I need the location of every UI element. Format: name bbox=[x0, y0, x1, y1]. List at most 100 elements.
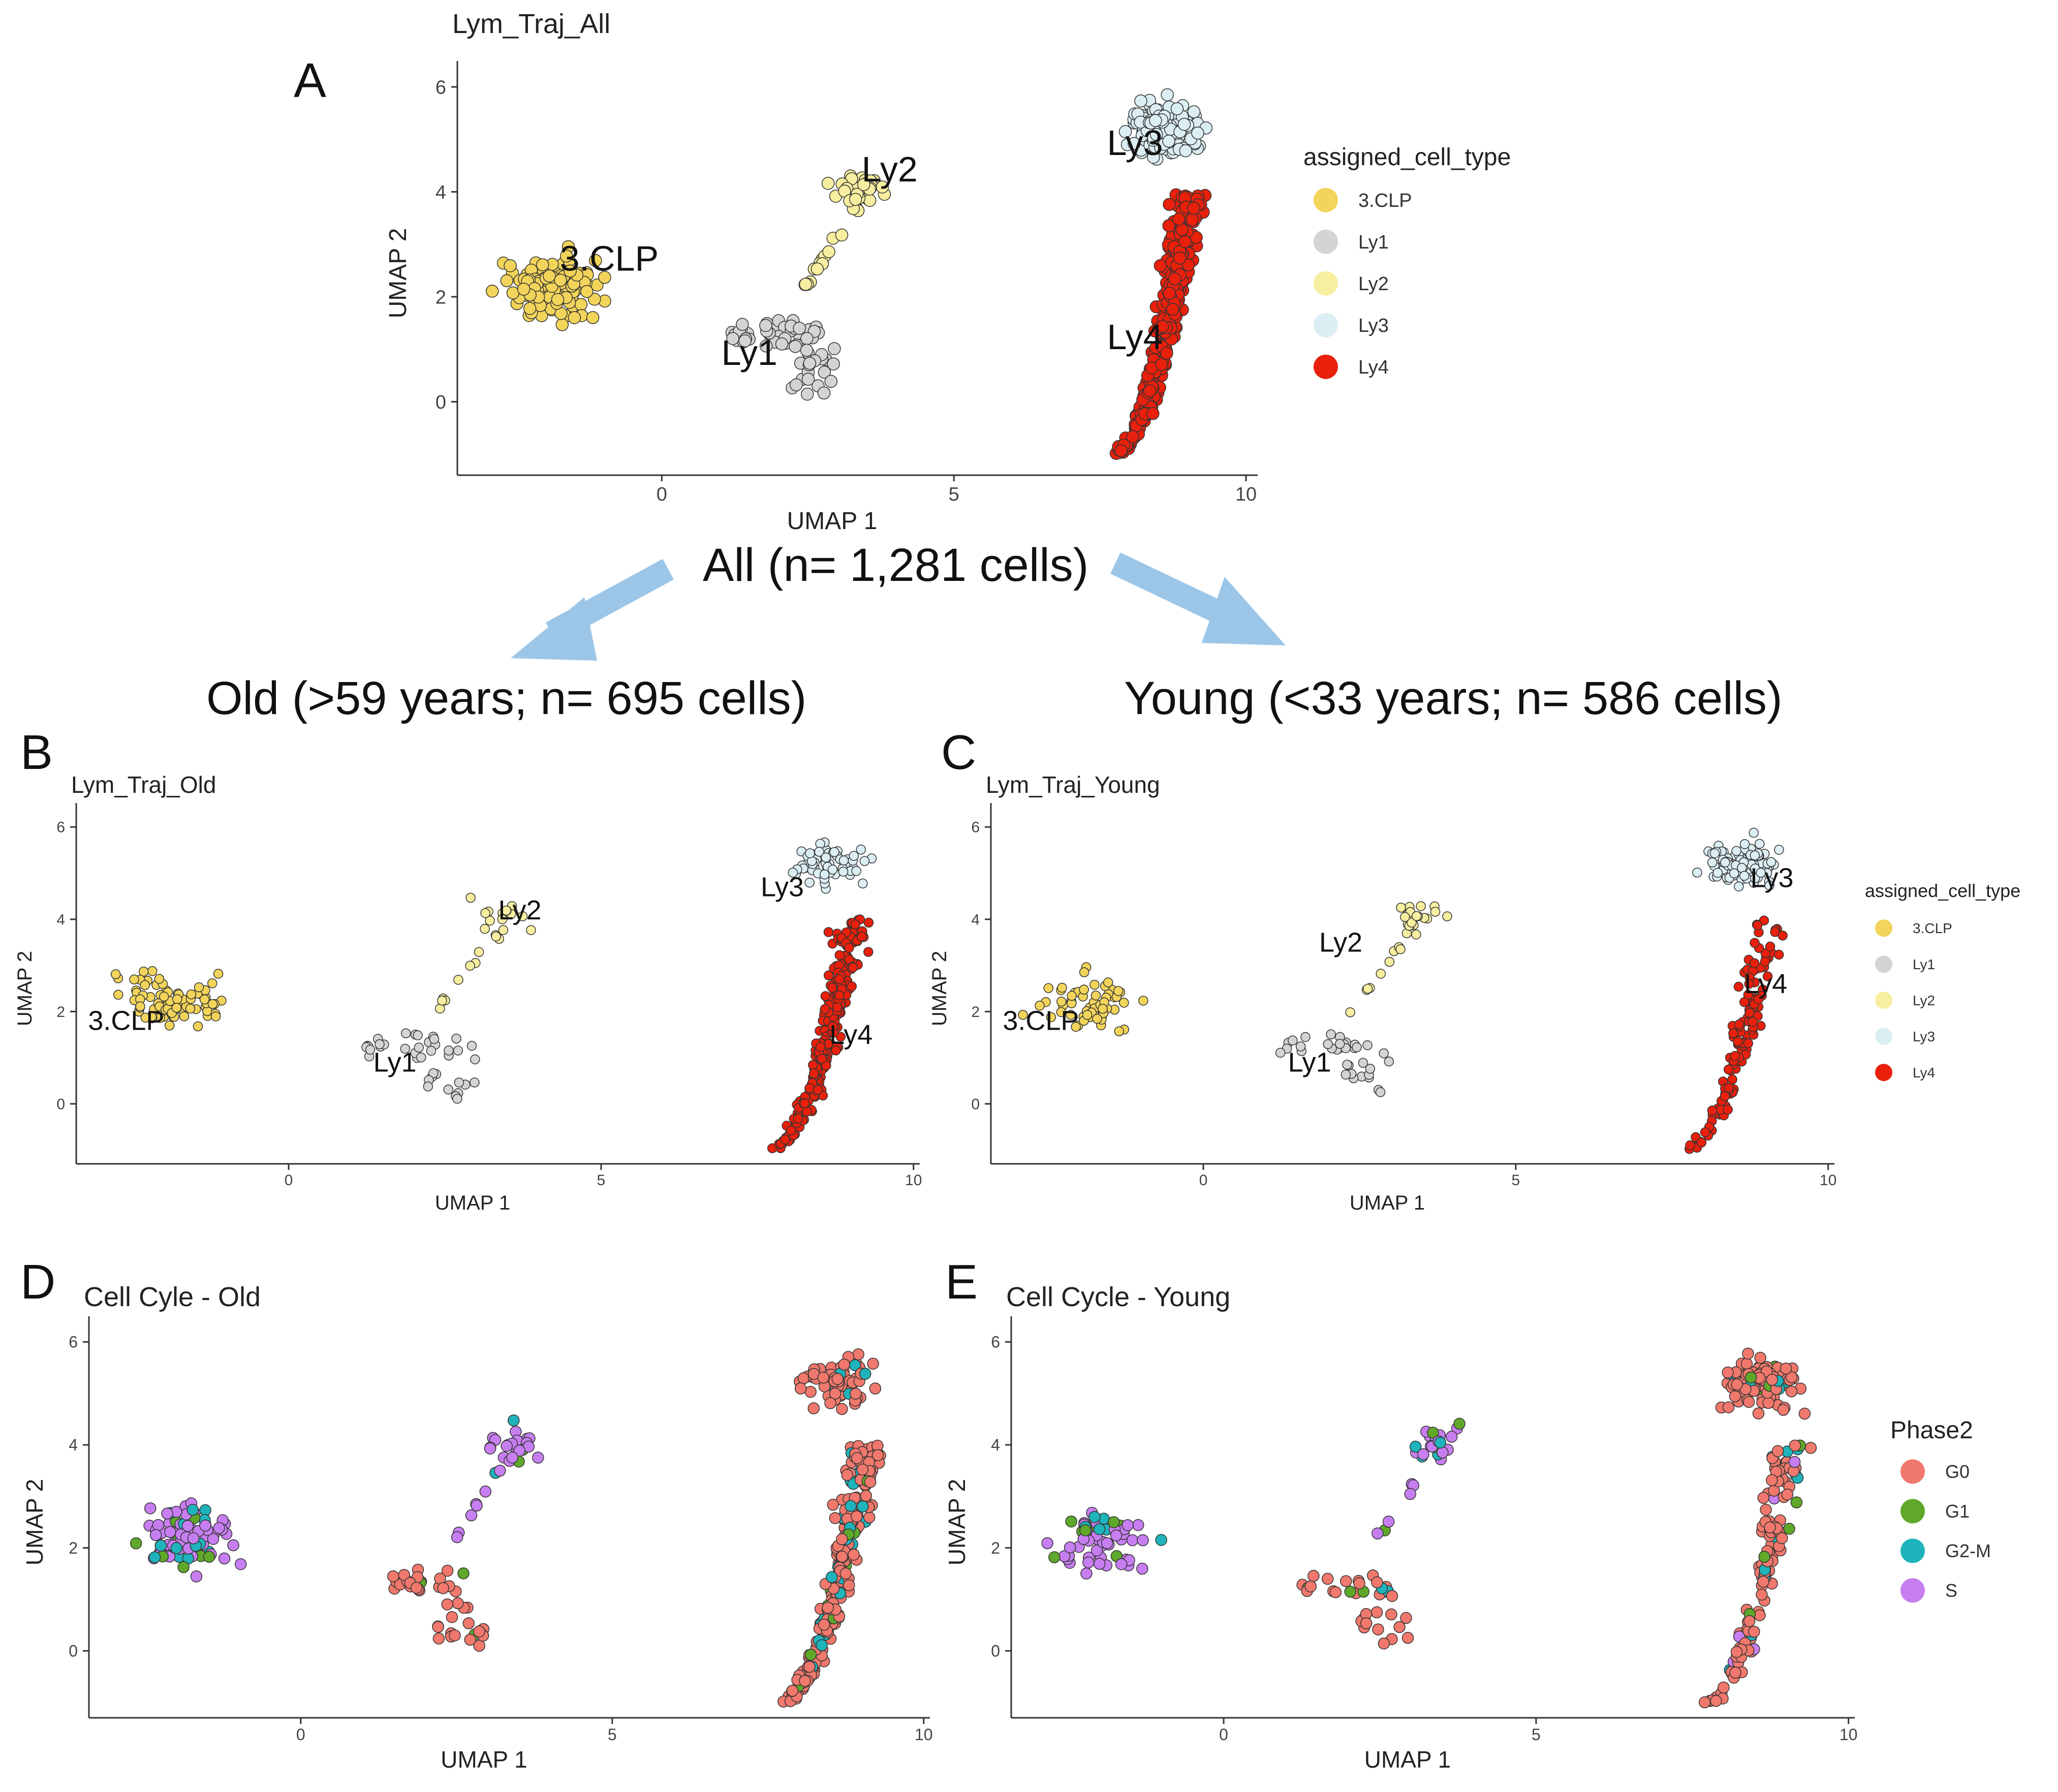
point-3clp bbox=[179, 1011, 190, 1022]
point-3clp bbox=[194, 982, 204, 993]
legend-swatch bbox=[1900, 1499, 1925, 1524]
point-ly1 bbox=[800, 344, 814, 357]
point-ly4 bbox=[1143, 384, 1157, 397]
point-ly3 bbox=[1162, 134, 1175, 148]
point-ly4 bbox=[1153, 259, 1167, 272]
point-3clp bbox=[159, 992, 169, 1002]
point-3clp bbox=[135, 1001, 145, 1011]
point-ly4 bbox=[1181, 258, 1195, 272]
point-ly1 bbox=[736, 318, 749, 331]
point-ly2 bbox=[835, 228, 849, 242]
point-ly3 bbox=[1179, 144, 1193, 158]
point-ly4 bbox=[1162, 219, 1175, 232]
legend-swatch bbox=[1900, 1538, 1925, 1563]
point-ly2 bbox=[821, 177, 835, 190]
point-3clp bbox=[186, 989, 197, 1000]
point-3clp bbox=[536, 258, 549, 271]
point-ly3 bbox=[1118, 125, 1132, 138]
legend-swatch bbox=[1900, 1578, 1925, 1603]
y-tick-label: 4 bbox=[56, 911, 65, 928]
x-tick-label: 10 bbox=[1235, 484, 1257, 505]
point-ly2 bbox=[849, 193, 862, 206]
point-ly4 bbox=[1190, 231, 1203, 244]
point-ly1 bbox=[818, 365, 831, 379]
point-3clp bbox=[213, 969, 224, 979]
point-ly1 bbox=[793, 322, 806, 335]
point-3clp bbox=[129, 974, 139, 984]
y-tick-label: 6 bbox=[435, 77, 446, 98]
point-ly4 bbox=[1156, 320, 1169, 333]
arrow-left bbox=[511, 559, 674, 661]
point-3clp bbox=[113, 990, 123, 1000]
point-ly1 bbox=[726, 332, 739, 345]
x-tick-label: 5 bbox=[949, 484, 959, 505]
plot-title: Lym_Traj_All bbox=[452, 9, 610, 39]
panel-label-e: E bbox=[945, 1255, 978, 1309]
point-3clp bbox=[517, 283, 531, 296]
legend-label: S bbox=[1945, 1580, 1957, 1601]
x-axis-label: UMAP 1 bbox=[435, 1192, 510, 1214]
point-ly4 bbox=[1172, 212, 1186, 226]
cluster-label-ly1: Ly1 bbox=[722, 333, 777, 373]
point-ly1 bbox=[775, 337, 789, 351]
point-ly1 bbox=[738, 334, 752, 348]
point-3clp bbox=[589, 254, 602, 267]
young-caption: Young (<33 years; n= 586 cells) bbox=[1124, 672, 1783, 724]
point-ly1 bbox=[800, 387, 814, 401]
point-ly2 bbox=[857, 178, 870, 191]
arrow-right bbox=[1110, 552, 1286, 645]
point-3clp bbox=[207, 978, 217, 988]
cluster-label-ly4: Ly4 bbox=[1107, 317, 1163, 357]
point-3clp bbox=[580, 285, 594, 298]
point-ly4 bbox=[1178, 235, 1192, 249]
point-ly3 bbox=[1191, 126, 1204, 140]
point-ly1 bbox=[803, 357, 817, 370]
panel-label-a: A bbox=[294, 53, 327, 108]
point-ly4 bbox=[1166, 302, 1179, 316]
point-3clp bbox=[110, 969, 121, 979]
point-ly4 bbox=[1155, 358, 1168, 371]
legend-label: G1 bbox=[1945, 1501, 1970, 1522]
point-ly1 bbox=[759, 339, 773, 353]
point-ly3 bbox=[1128, 137, 1141, 150]
point-3clp bbox=[543, 269, 556, 283]
point-ly4 bbox=[1126, 430, 1139, 444]
y-tick-label: 6 bbox=[56, 819, 65, 836]
panel-label-c: C bbox=[941, 725, 977, 780]
y-axis-label: UMAP 2 bbox=[385, 228, 412, 319]
y-tick-label: 0 bbox=[435, 392, 446, 413]
point-3clp bbox=[193, 1021, 203, 1032]
point-ly4 bbox=[1114, 444, 1128, 457]
point-ly3 bbox=[1177, 117, 1191, 131]
point-ly1 bbox=[828, 342, 841, 355]
point-ly3 bbox=[1170, 102, 1184, 115]
y-tick-label: 2 bbox=[56, 1004, 65, 1021]
point-3clp bbox=[164, 1021, 175, 1031]
panel-label-b: B bbox=[20, 725, 53, 780]
cluster-label-ly2: Ly2 bbox=[862, 149, 918, 189]
point-3clp bbox=[210, 1011, 221, 1022]
point-3clp bbox=[586, 311, 600, 324]
point-ly4 bbox=[1160, 347, 1173, 360]
all-caption: All (n= 1,281 cells) bbox=[703, 539, 1089, 591]
y-tick-label: 2 bbox=[435, 287, 446, 308]
point-3clp bbox=[500, 274, 514, 288]
point-3clp bbox=[140, 980, 150, 991]
point-ly4 bbox=[1173, 252, 1187, 265]
point-3clp bbox=[199, 994, 210, 1005]
y-tick-label: 4 bbox=[435, 182, 446, 203]
point-ly2 bbox=[810, 262, 824, 275]
legend-swatch bbox=[1900, 1459, 1925, 1484]
old-caption: Old (>59 years; n= 695 cells) bbox=[206, 672, 807, 724]
x-tick-label: 0 bbox=[657, 484, 667, 505]
point-3clp bbox=[559, 250, 573, 263]
point-ly2 bbox=[799, 277, 813, 291]
legend-label: G0 bbox=[1945, 1461, 1970, 1482]
x-tick-label: 0 bbox=[285, 1172, 293, 1189]
plot-title: Lym_Traj_Old bbox=[71, 771, 216, 798]
x-axis-label: UMAP 1 bbox=[787, 508, 878, 535]
point-ly3 bbox=[1187, 105, 1201, 118]
